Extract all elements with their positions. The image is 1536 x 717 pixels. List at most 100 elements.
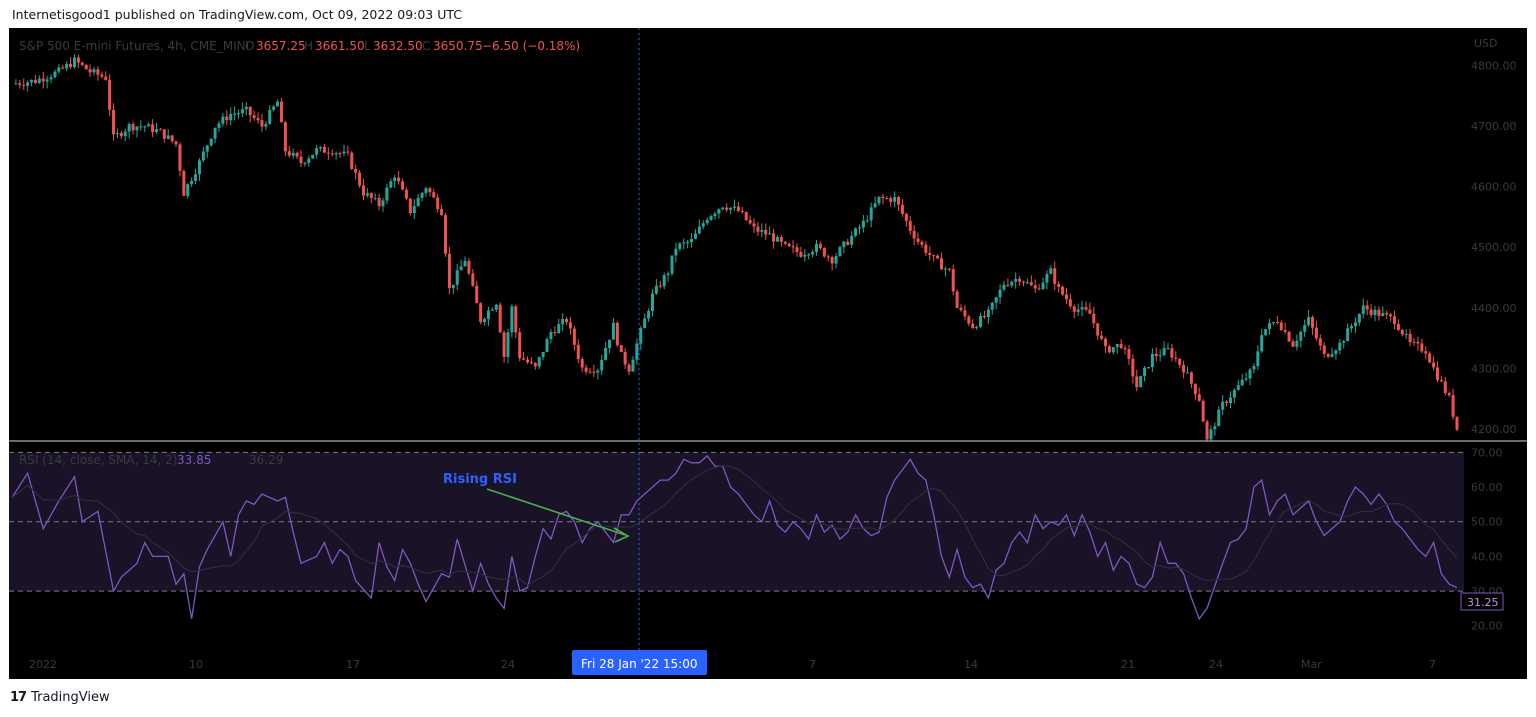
rsi-value: 33.85 [177,453,211,467]
candle [92,66,96,76]
candle [803,248,807,262]
candle [1025,278,1029,285]
candle [533,362,537,370]
candle [1186,366,1190,374]
axes-layer: 4800.00 4700.00 4600.00 4500.00 4400.00 4300.… [9,60,1527,671]
chart-frame[interactable]: 4800.00 4700.00 4600.00 4500.00 4400.00 4300.… [9,28,1527,679]
candle [115,128,119,139]
candle [729,207,733,215]
candle [1342,339,1346,349]
candle [1123,345,1127,355]
candle [1283,322,1287,334]
x-tick: 24 [1209,658,1223,671]
candle [151,119,155,138]
candle [41,71,45,89]
candle [1299,330,1303,348]
candle [1326,353,1330,359]
candle [615,321,619,348]
publish-line: Internetisgood1 published on TradingView… [12,7,463,22]
candle [693,229,697,240]
candle [260,113,264,132]
candle [1252,363,1256,374]
candle [104,71,108,81]
candle [1061,285,1065,297]
candle [1107,344,1111,354]
candle [1236,379,1240,391]
candle [221,112,225,127]
candle [283,120,287,157]
candle [361,178,365,201]
candle [158,128,162,131]
candle [182,169,186,196]
candle [1389,313,1393,322]
candle [1037,284,1041,291]
candle [30,79,34,87]
candle [627,362,631,376]
candle [1201,399,1205,422]
price-y-tick: 4800.00 [1471,60,1517,73]
candle [311,154,315,159]
candle [779,235,783,247]
rsi-y-tick: 60.00 [1471,481,1503,494]
candle [1260,328,1264,354]
candle [811,249,815,258]
candle [486,306,490,326]
candle [494,303,498,313]
candle [787,242,791,248]
candle [1119,339,1123,350]
candle [381,197,385,213]
candle [1357,313,1361,326]
candle [1076,303,1080,317]
candle [772,228,776,249]
candle [268,105,272,125]
candle [377,193,381,211]
candle [939,252,943,270]
candle [807,252,811,260]
candle [756,221,760,236]
candle [549,328,553,344]
candle [709,214,713,221]
price-y-tick: 4600.00 [1471,181,1517,194]
candle [951,264,955,296]
candle [319,146,323,152]
candle [229,107,233,126]
candle [1158,349,1162,362]
candle [1228,391,1232,409]
candle [1439,375,1443,383]
footer-brand[interactable]: 17 TradingView [10,690,110,705]
crosshair-time-label: Fri 28 Jan '22 15:00 [572,650,707,675]
candle [279,97,283,123]
candle [701,220,705,230]
candle [139,120,143,131]
candle [194,168,198,185]
x-tick: 7 [809,658,816,671]
candle [252,110,256,121]
rsi-title: RSI (14, close, SMA, 14, 2) [19,453,177,467]
candle [1279,320,1283,332]
candle [752,218,756,233]
candle [1396,319,1400,331]
price-y-tick: 4300.00 [1471,362,1517,375]
candle [604,341,608,361]
candle [1057,281,1061,293]
candle [815,239,819,256]
candle [256,112,260,124]
candle [424,186,428,197]
candle [237,109,241,119]
candle [912,225,916,246]
rsi-y-tick: 50.00 [1471,516,1503,529]
candle [1268,318,1272,335]
candle [561,313,565,332]
candle [502,329,506,363]
candle [1104,337,1108,353]
candle [244,102,248,116]
chart-canvas[interactable]: 4800.00 4700.00 4600.00 4500.00 4400.00 4300.… [9,28,1527,679]
candle [276,99,280,107]
candle [1393,310,1397,330]
candle [897,196,901,211]
candle [490,307,494,312]
candle [291,148,295,159]
candle [498,302,502,333]
candle [385,183,389,205]
ohlc-l-label: L [364,39,371,53]
